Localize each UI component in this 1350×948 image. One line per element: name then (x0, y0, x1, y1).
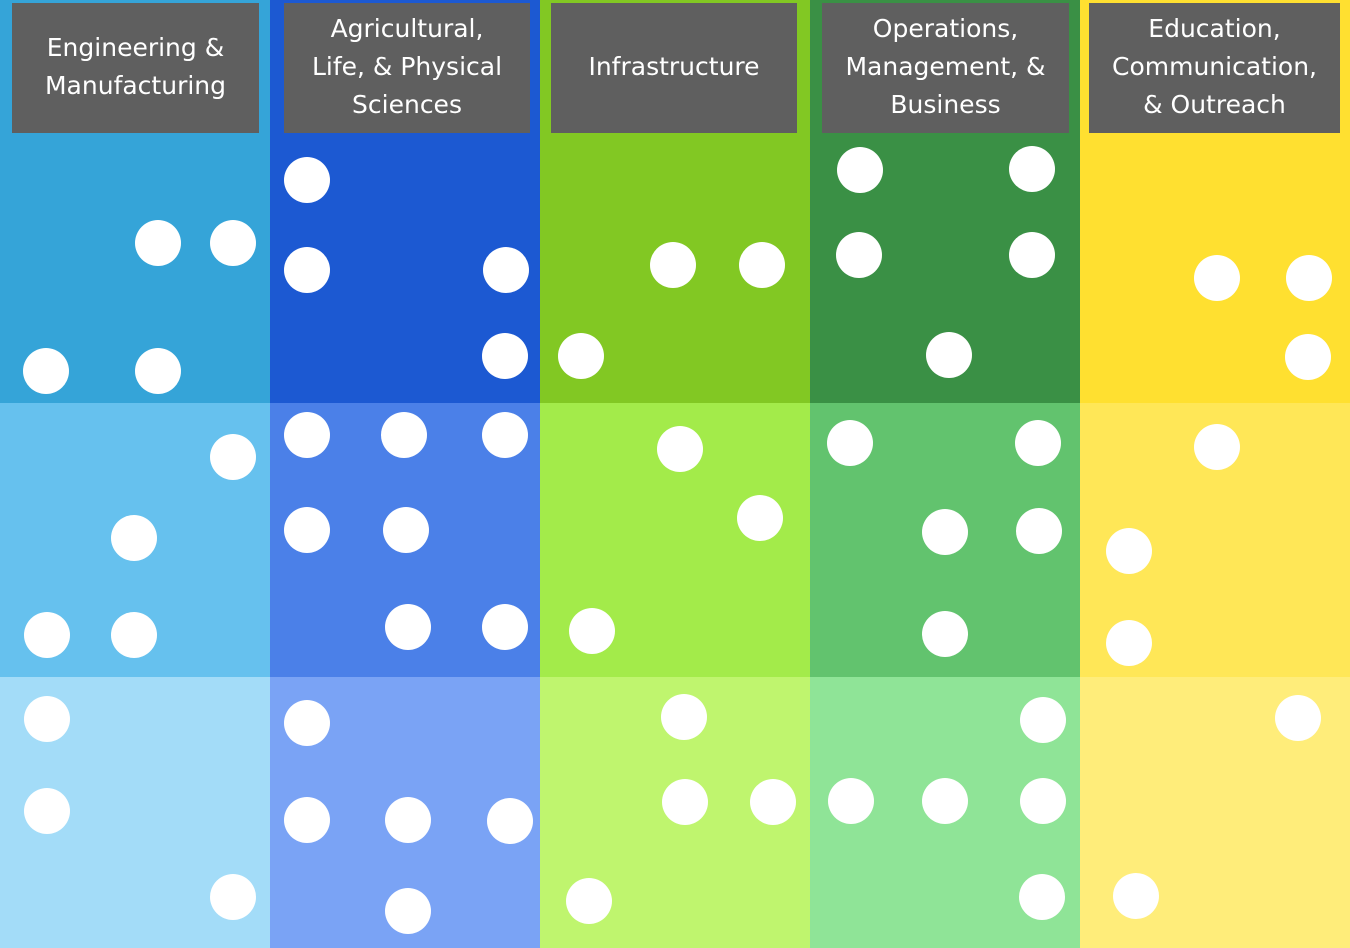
dot (1286, 255, 1332, 301)
dot (1194, 255, 1240, 301)
header-label: Education, (1148, 14, 1280, 43)
dot (482, 604, 528, 650)
dot (381, 412, 427, 458)
dot (1113, 873, 1159, 919)
dot (737, 495, 783, 541)
header-box (1089, 3, 1340, 133)
dot (210, 434, 256, 480)
dot (284, 157, 330, 203)
dot (1285, 334, 1331, 380)
header-label: Business (890, 90, 1000, 119)
dot (487, 798, 533, 844)
header-label: Manufacturing (45, 71, 226, 100)
dot (1106, 528, 1152, 574)
header-box (822, 3, 1069, 133)
dot (650, 242, 696, 288)
dot (1020, 697, 1066, 743)
header-label: & Outreach (1143, 90, 1286, 119)
header-label: Operations, (873, 14, 1018, 43)
dot (922, 611, 968, 657)
dot (1009, 232, 1055, 278)
dot (922, 778, 968, 824)
dot (210, 220, 256, 266)
dot (836, 232, 882, 278)
dot (926, 332, 972, 378)
header-label: Life, & Physical (312, 52, 502, 81)
header-box (551, 3, 797, 133)
dot (1019, 874, 1065, 920)
dot (1016, 508, 1062, 554)
dot (482, 412, 528, 458)
dot (739, 242, 785, 288)
dot (284, 247, 330, 293)
dot (922, 509, 968, 555)
dot (1106, 620, 1152, 666)
dot (750, 779, 796, 825)
dot (24, 696, 70, 742)
dot (383, 507, 429, 553)
dot (837, 147, 883, 193)
dot (284, 507, 330, 553)
dot (569, 608, 615, 654)
header-label: Communication, (1112, 52, 1317, 81)
dot (483, 247, 529, 293)
dot (111, 515, 157, 561)
header-label: Sciences (352, 90, 462, 119)
dot (24, 612, 70, 658)
dot (23, 348, 69, 394)
dot (827, 420, 873, 466)
dot (284, 797, 330, 843)
dot (1275, 695, 1321, 741)
dot (284, 700, 330, 746)
dot (566, 878, 612, 924)
dot (210, 874, 256, 920)
dot (135, 220, 181, 266)
dot (1009, 146, 1055, 192)
dot (657, 426, 703, 472)
dot (1020, 778, 1066, 824)
dot (385, 888, 431, 934)
dot (385, 797, 431, 843)
header-box (12, 3, 259, 133)
dot (558, 333, 604, 379)
dot (1015, 420, 1061, 466)
header-label: Management, & (845, 52, 1045, 81)
dot (111, 612, 157, 658)
header-label: Infrastructure (588, 52, 759, 81)
dot (284, 412, 330, 458)
dot (385, 604, 431, 650)
dot (662, 779, 708, 825)
dot (828, 778, 874, 824)
dot (661, 694, 707, 740)
header-box (284, 3, 530, 133)
dot (24, 788, 70, 834)
header-label: Engineering & (47, 33, 224, 62)
dot (482, 333, 528, 379)
dot (1194, 424, 1240, 470)
header-label: Agricultural, (331, 14, 484, 43)
dot (135, 348, 181, 394)
